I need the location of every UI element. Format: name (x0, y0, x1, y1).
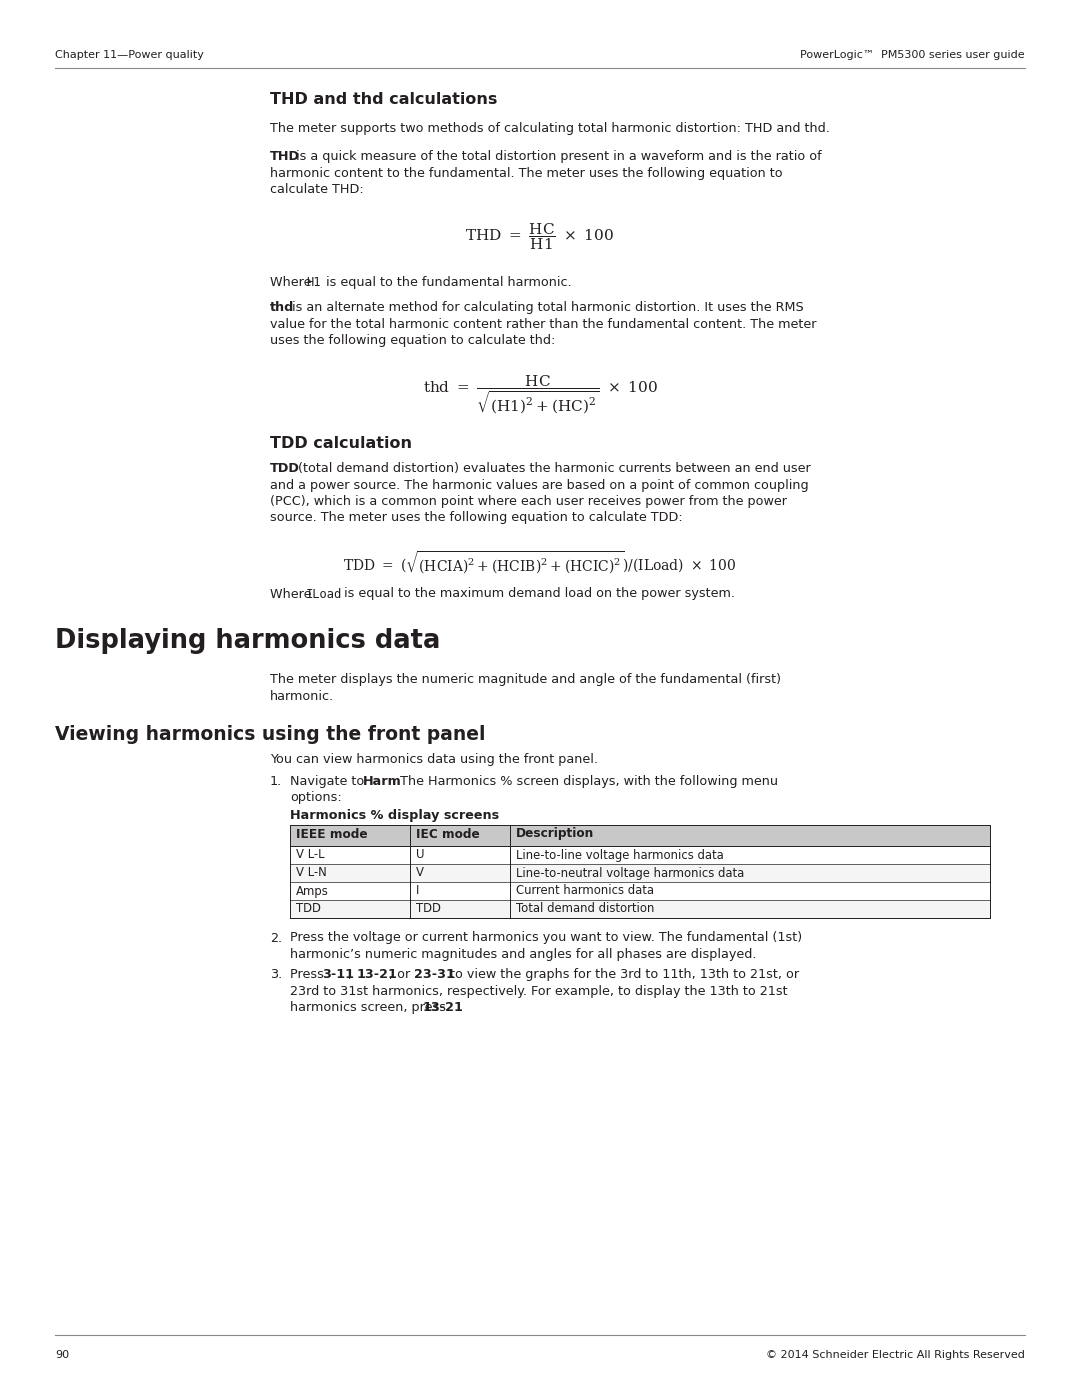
Text: Line-to-neutral voltage harmonics data: Line-to-neutral voltage harmonics data (516, 866, 744, 880)
Text: V L-N: V L-N (296, 866, 327, 880)
Text: 23rd to 31st harmonics, respectively. For example, to display the 13th to 21st: 23rd to 31st harmonics, respectively. Fo… (291, 985, 787, 997)
Text: Navigate to: Navigate to (291, 775, 368, 788)
Text: 3.: 3. (270, 968, 282, 981)
Text: 13-21: 13-21 (423, 1002, 464, 1014)
Text: Displaying harmonics data: Displaying harmonics data (55, 627, 441, 654)
Text: Where: Where (270, 588, 315, 601)
Text: value for the total harmonic content rather than the fundamental content. The me: value for the total harmonic content rat… (270, 317, 816, 331)
Text: (total demand distortion) evaluates the harmonic currents between an end user: (total demand distortion) evaluates the … (294, 462, 811, 475)
Text: V: V (416, 866, 424, 880)
Text: Harm: Harm (363, 775, 402, 788)
Text: TDD: TDD (416, 902, 441, 915)
Text: is an alternate method for calculating total harmonic distortion. It uses the RM: is an alternate method for calculating t… (288, 300, 804, 314)
Text: .: . (455, 1002, 459, 1014)
Text: and a power source. The harmonic values are based on a point of common coupling: and a power source. The harmonic values … (270, 479, 809, 492)
Text: $\mathrm{TDD}\ =\ (\sqrt{(\mathrm{HCIA})^2+(\mathrm{HCIB})^2+(\mathrm{HCIC})^2}): $\mathrm{TDD}\ =\ (\sqrt{(\mathrm{HCIA})… (343, 549, 737, 576)
Text: Line-to-line voltage harmonics data: Line-to-line voltage harmonics data (516, 848, 724, 862)
Text: 2.: 2. (270, 932, 282, 944)
Bar (291, 900, 990, 918)
Text: Press: Press (291, 968, 328, 981)
Text: 23-31: 23-31 (414, 968, 455, 981)
Text: uses the following equation to calculate thd:: uses the following equation to calculate… (270, 334, 555, 346)
Text: Press the voltage or current harmonics you want to view. The fundamental (1st): Press the voltage or current harmonics y… (291, 932, 802, 944)
Text: $\mathrm{thd}\ =\ \dfrac{\mathrm{HC}}{\sqrt{(\mathrm{H1})^2+(\mathrm{HC})^2}}\ \: $\mathrm{thd}\ =\ \dfrac{\mathrm{HC}}{\s… (422, 374, 658, 416)
Text: TDD calculation: TDD calculation (270, 436, 411, 451)
Text: ILoad: ILoad (306, 588, 342, 601)
Text: I: I (416, 884, 419, 897)
Text: Amps: Amps (296, 884, 328, 897)
Text: PowerLogic™  PM5300 series user guide: PowerLogic™ PM5300 series user guide (800, 50, 1025, 60)
Text: U: U (416, 848, 424, 862)
Text: Total demand distortion: Total demand distortion (516, 902, 654, 915)
Text: IEEE mode: IEEE mode (296, 827, 367, 841)
Text: harmonics screen, press: harmonics screen, press (291, 1002, 450, 1014)
Text: ,: , (348, 968, 356, 981)
Text: $\mathrm{THD}\ =\ \dfrac{\mathrm{HC}}{\mathrm{H1}}\ \times\ 100$: $\mathrm{THD}\ =\ \dfrac{\mathrm{HC}}{\m… (465, 221, 615, 251)
Text: V L-L: V L-L (296, 848, 324, 862)
Text: 1.: 1. (270, 775, 282, 788)
Text: Chapter 11—Power quality: Chapter 11—Power quality (55, 50, 204, 60)
Text: TDD: TDD (270, 462, 300, 475)
Text: TDD: TDD (296, 902, 321, 915)
Text: harmonic content to the fundamental. The meter uses the following equation to: harmonic content to the fundamental. The… (270, 166, 783, 179)
Text: is a quick measure of the total distortion present in a waveform and is the rati: is a quick measure of the total distorti… (292, 149, 822, 163)
Bar (291, 845, 990, 863)
Text: to view the graphs for the 3rd to 11th, 13th to 21st, or: to view the graphs for the 3rd to 11th, … (446, 968, 799, 981)
Text: Description: Description (516, 827, 594, 841)
Text: 13-21: 13-21 (357, 968, 397, 981)
Text: Viewing harmonics using the front panel: Viewing harmonics using the front panel (55, 725, 486, 745)
Text: (PCC), which is a common point where each user receives power from the power: (PCC), which is a common point where eac… (270, 495, 787, 509)
Text: calculate THD:: calculate THD: (270, 183, 364, 196)
Bar (291, 824, 990, 845)
Text: H1: H1 (306, 277, 321, 289)
Text: THD and thd calculations: THD and thd calculations (270, 92, 498, 108)
Text: THD: THD (270, 149, 300, 163)
Text: , or: , or (389, 968, 415, 981)
Text: is equal to the maximum demand load on the power system.: is equal to the maximum demand load on t… (340, 588, 735, 601)
Text: 3-11: 3-11 (322, 968, 354, 981)
Text: source. The meter uses the following equation to calculate TDD:: source. The meter uses the following equ… (270, 511, 683, 524)
Text: thd: thd (270, 300, 295, 314)
Text: Where: Where (270, 277, 315, 289)
Text: Harmonics % display screens: Harmonics % display screens (291, 809, 499, 823)
Text: harmonic’s numeric magnitudes and angles for all phases are displayed.: harmonic’s numeric magnitudes and angles… (291, 949, 756, 961)
Text: The meter supports two methods of calculating total harmonic distortion: THD and: The meter supports two methods of calcul… (270, 122, 829, 136)
Text: . The Harmonics % screen displays, with the following menu: . The Harmonics % screen displays, with … (392, 775, 778, 788)
Text: © 2014 Schneider Electric All Rights Reserved: © 2014 Schneider Electric All Rights Res… (766, 1350, 1025, 1361)
Text: harmonic.: harmonic. (270, 690, 334, 703)
Bar (291, 863, 990, 882)
Text: Current harmonics data: Current harmonics data (516, 884, 654, 897)
Text: You can view harmonics data using the front panel.: You can view harmonics data using the fr… (270, 753, 598, 766)
Text: The meter displays the numeric magnitude and angle of the fundamental (first): The meter displays the numeric magnitude… (270, 673, 781, 686)
Text: options:: options: (291, 792, 341, 805)
Bar (291, 882, 990, 900)
Text: 90: 90 (55, 1350, 69, 1361)
Text: is equal to the fundamental harmonic.: is equal to the fundamental harmonic. (322, 277, 571, 289)
Text: IEC mode: IEC mode (416, 827, 480, 841)
